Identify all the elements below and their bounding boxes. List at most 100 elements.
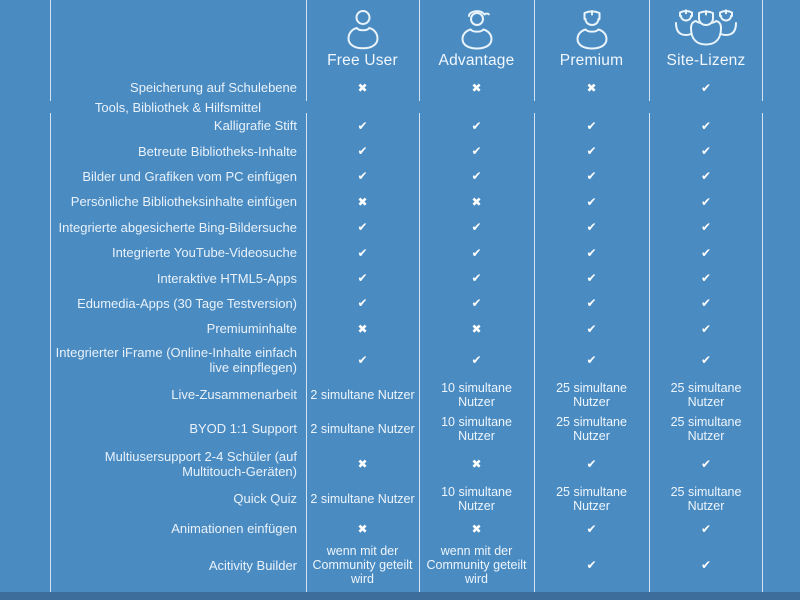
feature-value-cell: ✔ [649, 247, 763, 259]
feature-value-cell: ✔ [419, 354, 534, 366]
feature-value-cell: ✔ [534, 523, 649, 535]
feature-value-cell: ✔ [649, 82, 763, 94]
plan-name-4: Site-Lizenz [666, 52, 746, 69]
cross-icon: ✖ [471, 194, 482, 209]
check-icon: ✔ [586, 169, 597, 184]
column-divider-line [306, 113, 307, 592]
feature-label: Quick Quiz [233, 491, 297, 507]
feature-label: Integrierte YouTube-Videosuche [111, 245, 297, 261]
feature-value-cell: ✔ [306, 221, 419, 233]
plan-icons-row [50, 0, 763, 50]
feature-value-cell: ✔ [419, 170, 534, 182]
cross-icon: ✖ [471, 521, 482, 536]
feature-value-cell: ✔ [534, 354, 649, 366]
check-icon: ✔ [700, 118, 712, 133]
feature-value-cell: ✖ [306, 196, 419, 208]
feature-value-cell: ✔ [649, 297, 763, 309]
feature-value-cell: ✔ [419, 272, 534, 284]
check-icon: ✔ [586, 144, 597, 159]
check-icon: ✔ [586, 220, 597, 235]
feature-value-cell: ✔ [649, 323, 763, 335]
feature-value-cell: ✔ [649, 120, 763, 132]
feature-label: Integrierte abgesicherte Bing-Bildersuch… [58, 219, 297, 235]
feature-value-cell: ✔ [649, 196, 763, 208]
check-icon: ✔ [700, 321, 712, 336]
check-icon: ✔ [471, 352, 482, 367]
feature-value-cell: ✔ [534, 247, 649, 259]
feature-value-cell: ✔ [534, 196, 649, 208]
feature-row: Animationen einfügen ✖ ✖ ✔ ✔ [50, 516, 763, 541]
feature-value-text: 2 simultane Nutzer [310, 421, 415, 436]
feature-value-text: wenn mit der Community geteilt wird [312, 544, 413, 587]
feature-value-cell: ✔ [649, 559, 763, 571]
check-icon: ✔ [700, 296, 712, 311]
column-divider-line [50, 113, 51, 592]
check-icon: ✔ [586, 352, 597, 367]
feature-value-cell: ✔ [649, 523, 763, 535]
feature-value-text: 10 simultane Nutzer [441, 484, 512, 513]
check-icon: ✔ [471, 271, 482, 286]
feature-value-text: 2 simultane Nutzer [310, 387, 415, 402]
feature-value-cell: ✔ [534, 559, 649, 571]
feature-label: Interaktive HTML5-Apps [156, 270, 297, 286]
column-divider-line [419, 113, 420, 592]
check-icon: ✔ [700, 352, 712, 367]
check-icon: ✔ [471, 118, 482, 133]
feature-value-cell: ✔ [419, 145, 534, 157]
check-icon: ✔ [586, 271, 597, 286]
feature-row: Bilder und Grafiken vom PC einfügen ✔ ✔ ✔ ✔ [50, 164, 763, 189]
feature-value-cell: ✔ [306, 120, 419, 132]
feature-value-cell: ✔ [534, 323, 649, 335]
footer-strip [0, 592, 800, 600]
feature-row: Persönliche Bibliotheksinhalte einfügen ✖… [50, 189, 763, 214]
check-icon: ✔ [586, 118, 597, 133]
check-icon: ✔ [700, 245, 712, 260]
feature-row: Interaktive HTML5-Apps ✔ ✔ ✔ ✔ [50, 265, 763, 290]
feature-value-cell: ✔ [534, 272, 649, 284]
feature-value-text: 25 simultane Nutzer [556, 380, 627, 409]
table-header: Free User Advantage Premium Site-Lizenz Spe… [50, 0, 763, 101]
check-icon: ✔ [357, 144, 368, 159]
plan-name-1: Free User [327, 52, 398, 69]
section-title-row: Tools, Bibliothek & Hilfsmittel [50, 100, 306, 115]
feature-value-cell: ✔ [306, 170, 419, 182]
feature-value-cell: ✖ [419, 196, 534, 208]
feature-value-cell: ✔ [534, 221, 649, 233]
check-icon: ✔ [700, 271, 712, 286]
column-divider-line [649, 0, 650, 101]
table-body: Kalligrafie Stift ✔ ✔ ✔ ✔ Betreute Bibliothek… [50, 113, 763, 589]
cross-icon: ✖ [357, 321, 368, 336]
feature-value-cell: ✖ [306, 458, 419, 470]
feature-label: Live-Zusammenarbeit [171, 387, 297, 403]
cross-icon: ✖ [357, 521, 368, 536]
column-divider-line [306, 0, 307, 101]
check-icon: ✔ [357, 118, 368, 133]
feature-value-cell: ✖ [419, 82, 534, 94]
check-icon: ✔ [586, 558, 597, 573]
feature-value-text: 10 simultane Nutzer [441, 380, 512, 409]
feature-value-cell: ✔ [419, 297, 534, 309]
column-divider-line [762, 0, 763, 101]
check-icon: ✔ [357, 352, 368, 367]
feature-label: Betreute Bibliotheks-Inhalte [138, 143, 297, 159]
check-icon: ✔ [700, 169, 712, 184]
feature-row: Quick Quiz 2 simultane Nutzer 10 simultane… [50, 482, 763, 516]
cross-icon: ✖ [471, 321, 482, 336]
plan-name-3: Premium [559, 52, 624, 69]
feature-value-cell: ✔ [534, 120, 649, 132]
feature-label: Speicherung auf Schulebene [130, 79, 297, 95]
feature-value-text: 25 simultane Nutzer [670, 484, 742, 513]
check-icon: ✔ [700, 194, 712, 209]
feature-value-cell: ✔ [534, 145, 649, 157]
feature-label: Animationen einfügen [171, 520, 297, 536]
header-feature-rows: Speicherung auf Schulebene ✖ ✖ ✖ ✔ [50, 74, 763, 101]
feature-value-cell: ✖ [534, 82, 649, 94]
check-icon: ✔ [700, 80, 712, 95]
feature-value-cell: ✔ [306, 145, 419, 157]
column-divider-line [649, 113, 650, 592]
feature-value-cell: ✖ [306, 523, 419, 535]
cross-icon: ✖ [471, 80, 482, 95]
feature-label: Acitivity Builder [208, 557, 297, 573]
feature-value-cell: ✔ [649, 354, 763, 366]
